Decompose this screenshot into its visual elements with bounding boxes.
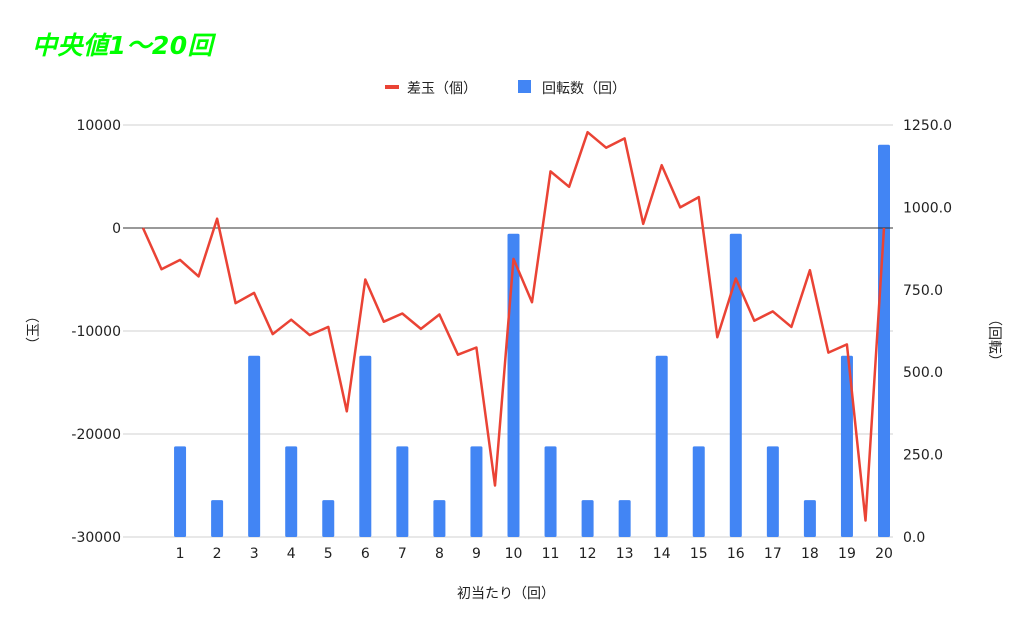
x-tick-label: 2 (213, 546, 222, 562)
bar (618, 500, 631, 537)
left-tick-label: -20000 (71, 427, 121, 443)
right-tick-label: 0.0 (903, 530, 925, 546)
legend: 差玉（個） 回転数（回） (385, 80, 626, 97)
right-tick-label: 750.0 (903, 283, 943, 299)
bar (766, 446, 779, 537)
left-axis-ticks: 10000 0 -10000 -20000 -30000 (71, 118, 121, 546)
x-tick-label: 6 (361, 546, 370, 562)
bar (581, 500, 594, 537)
x-tick-label: 13 (616, 546, 634, 562)
x-tick-label: 11 (542, 546, 560, 562)
bar (322, 500, 335, 537)
x-tick-label: 17 (764, 546, 782, 562)
x-tick-label: 18 (801, 546, 819, 562)
x-tick-label: 7 (398, 546, 407, 562)
left-tick-label: 10000 (76, 118, 121, 134)
legend-label-spins: 回転数（回） (542, 81, 626, 97)
bar (729, 233, 742, 537)
right-tick-label: 250.0 (903, 448, 943, 464)
x-axis-ticks: 1 2 3 4 5 6 7 8 9 10 11 12 13 14 15 16 17 18 19 20 (176, 546, 893, 562)
bar (359, 355, 372, 537)
bar (470, 446, 483, 537)
x-tick-label: 15 (690, 546, 708, 562)
left-tick-label: 0 (112, 221, 121, 237)
bar (878, 144, 890, 537)
bar (396, 446, 409, 537)
x-tick-label: 14 (653, 546, 671, 562)
x-tick-label: 16 (727, 546, 745, 562)
right-axis-ticks: 1250.0 1000.0 750.0 500.0 250.0 0.0 (903, 118, 952, 546)
legend-bar-swatch (518, 80, 531, 93)
right-tick-label: 1000.0 (903, 200, 952, 216)
x-tick-label: 19 (838, 546, 856, 562)
bar (840, 355, 853, 537)
bar (692, 446, 705, 537)
bar (211, 500, 224, 537)
x-tick-label: 20 (875, 546, 893, 562)
legend-label-diff: 差玉（個） (407, 81, 477, 97)
bar (285, 446, 298, 537)
bar (544, 446, 557, 537)
right-tick-label: 1250.0 (903, 118, 952, 134)
left-axis-label: （玉） (26, 309, 42, 351)
x-tick-label: 3 (250, 546, 259, 562)
bar-series (174, 144, 890, 537)
bar (433, 500, 446, 537)
x-tick-label: 12 (579, 546, 597, 562)
x-tick-label: 9 (472, 546, 481, 562)
bar (507, 233, 520, 537)
x-tick-label: 4 (287, 546, 296, 562)
left-tick-label: -30000 (71, 530, 121, 546)
right-axis-label: （回転） (986, 312, 1002, 368)
chart-title: 中央値1～20回 (32, 31, 214, 60)
bar (248, 355, 261, 537)
x-axis-label: 初当たり（回） (457, 585, 555, 602)
x-tick-label: 1 (176, 546, 185, 562)
x-tick-label: 10 (505, 546, 523, 562)
line-series (141, 130, 886, 522)
bar (803, 500, 816, 537)
x-tick-label: 8 (435, 546, 444, 562)
right-tick-label: 500.0 (903, 365, 943, 381)
legend-line-swatch (385, 85, 399, 89)
x-tick-label: 5 (324, 546, 333, 562)
left-tick-label: -10000 (71, 324, 121, 340)
bar (655, 355, 668, 537)
bar (174, 446, 187, 537)
